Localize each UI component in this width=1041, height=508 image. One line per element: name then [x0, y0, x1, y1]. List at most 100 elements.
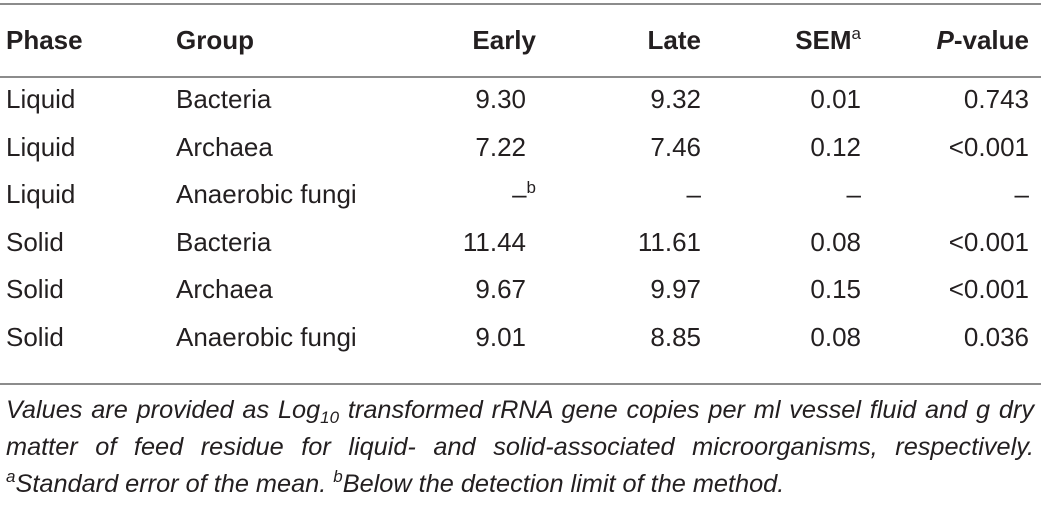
header-row: Phase Group Early Late SEMa P-value — [0, 5, 1041, 76]
header-sem-footnote-mark: a — [851, 24, 861, 43]
cell-sem-value: 0.08 — [810, 226, 861, 257]
cell-group-value: Archaea — [176, 131, 273, 162]
cell-late: – — [536, 171, 701, 219]
header-rule — [0, 76, 1041, 78]
footnote-mark-b: b — [333, 467, 343, 486]
cell-p-value: – — [861, 171, 1041, 219]
cell-late-value: 9.97 — [650, 274, 701, 305]
cell-group: Bacteria — [166, 76, 366, 124]
cell-phase: Solid — [0, 266, 166, 314]
cell-group: Archaea — [166, 266, 366, 314]
cell-group-value: Bacteria — [176, 226, 272, 257]
cell-group-value: Anaerobic fungi — [176, 179, 357, 210]
cell-late: 7.46 — [536, 124, 701, 172]
cell-group-value: Anaerobic fungi — [176, 321, 357, 352]
cell-phase-value: Liquid — [6, 179, 76, 210]
cell-sem: 0.08 — [701, 314, 861, 362]
cell-group: Anaerobic fungi — [166, 314, 366, 362]
cell-early-value: 7.22 — [475, 131, 526, 162]
header-early: Early — [472, 25, 536, 55]
header-phase: Phase — [6, 25, 83, 55]
header-p-value: P-value — [861, 5, 1041, 76]
cell-group-value: Archaea — [176, 274, 273, 305]
cell-sem: 0.12 — [701, 124, 861, 172]
cell-p-value: 0.743 — [861, 76, 1041, 124]
header-sem: SEMa — [701, 5, 861, 76]
header-p-suffix: -value — [953, 25, 1029, 55]
cell-phase-value: Liquid — [6, 131, 76, 162]
cell-early-value: 11.44 — [462, 226, 526, 257]
cell-group-value: Bacteria — [176, 84, 272, 115]
header-p-letter: P — [936, 25, 954, 55]
early-footnote-mark: b — [526, 178, 536, 198]
cell-early-value: 9.01 — [475, 321, 526, 352]
footnote-note-a: Standard error of the mean. — [15, 470, 334, 498]
cell-late-value: – — [686, 179, 701, 210]
footnote-note-b: Below the detection limit of the method. — [342, 470, 785, 498]
cell-group: Anaerobic fungi — [166, 171, 366, 219]
cell-group: Archaea — [166, 124, 366, 172]
cell-p-value-value: <0.001 — [948, 131, 1029, 162]
data-table: Phase Group Early Late SEMa P-value Liqu… — [0, 5, 1041, 361]
cell-sem-value: – — [846, 179, 861, 210]
cell-p-value: 0.036 — [861, 314, 1041, 362]
cell-p-value-value: 0.743 — [963, 84, 1029, 115]
cell-phase: Solid — [0, 314, 166, 362]
table-row: Solid Anaerobic fungi 9.01 8.85 0.08 0.036 — [0, 314, 1041, 362]
footnote-text-1: Values are provided as Log — [6, 396, 321, 424]
cell-sem-value: 0.15 — [810, 274, 861, 305]
cell-early: 9.01 — [366, 314, 536, 362]
header-sem-label: SEM — [795, 25, 852, 55]
header-group: Group — [176, 25, 254, 55]
cell-p-value-value: 0.036 — [963, 321, 1029, 352]
cell-phase-value: Liquid — [6, 84, 76, 115]
cell-early: 11.44 — [366, 219, 536, 267]
cell-p-value-value: – — [1014, 179, 1029, 210]
footnote-text-2: transformed rRNA gene copies per ml vess… — [6, 396, 1035, 461]
cell-sem-value: 0.01 — [810, 84, 861, 115]
cell-early-value: 9.67 — [475, 274, 526, 305]
cell-sem: 0.01 — [701, 76, 861, 124]
cell-phase-value: Solid — [6, 321, 64, 352]
cell-phase: Solid — [0, 219, 166, 267]
cell-late-value: 9.32 — [650, 84, 701, 115]
cell-late: 9.97 — [536, 266, 701, 314]
cell-phase-value: Solid — [6, 226, 64, 257]
top-rule — [0, 3, 1041, 5]
cell-early-value: – — [512, 179, 527, 210]
footnote-log-subscript: 10 — [320, 408, 340, 427]
cell-phase: Liquid — [0, 76, 166, 124]
table-footnote: Values are provided as Log10 transformed… — [6, 392, 1034, 503]
cell-early: 9.30 — [366, 76, 536, 124]
footnote-mark-a: a — [6, 467, 16, 486]
table-body: Liquid Bacteria 9.30 9.32 0.01 0.743 Liquid Arc… — [0, 76, 1041, 361]
cell-sem-value: 0.08 — [810, 321, 861, 352]
table-row: Solid Bacteria 11.44 11.61 0.08 <0.001 — [0, 219, 1041, 267]
cell-late-value: 7.46 — [650, 131, 701, 162]
cell-p-value: <0.001 — [861, 124, 1041, 172]
bottom-rule — [0, 383, 1041, 385]
cell-late: 9.32 — [536, 76, 701, 124]
cell-early: –b — [366, 171, 536, 219]
cell-phase-value: Solid — [6, 274, 64, 305]
cell-phase: Liquid — [0, 124, 166, 172]
cell-phase: Liquid — [0, 171, 166, 219]
cell-early-value: 9.30 — [475, 84, 526, 115]
cell-late: 8.85 — [536, 314, 701, 362]
cell-sem-value: 0.12 — [810, 131, 861, 162]
table-row: Liquid Bacteria 9.30 9.32 0.01 0.743 — [0, 76, 1041, 124]
cell-p-value-value: <0.001 — [948, 226, 1029, 257]
header-late: Late — [647, 25, 701, 55]
table-row: Solid Archaea 9.67 9.97 0.15 <0.001 — [0, 266, 1041, 314]
table-row: Liquid Anaerobic fungi –b – – – — [0, 171, 1041, 219]
cell-sem: 0.15 — [701, 266, 861, 314]
cell-group: Bacteria — [166, 219, 366, 267]
cell-p-value: <0.001 — [861, 266, 1041, 314]
cell-p-value-value: <0.001 — [948, 274, 1029, 305]
cell-sem: 0.08 — [701, 219, 861, 267]
cell-early: 9.67 — [366, 266, 536, 314]
table-row: Liquid Archaea 7.22 7.46 0.12 <0.001 — [0, 124, 1041, 172]
cell-early: 7.22 — [366, 124, 536, 172]
cell-p-value: <0.001 — [861, 219, 1041, 267]
